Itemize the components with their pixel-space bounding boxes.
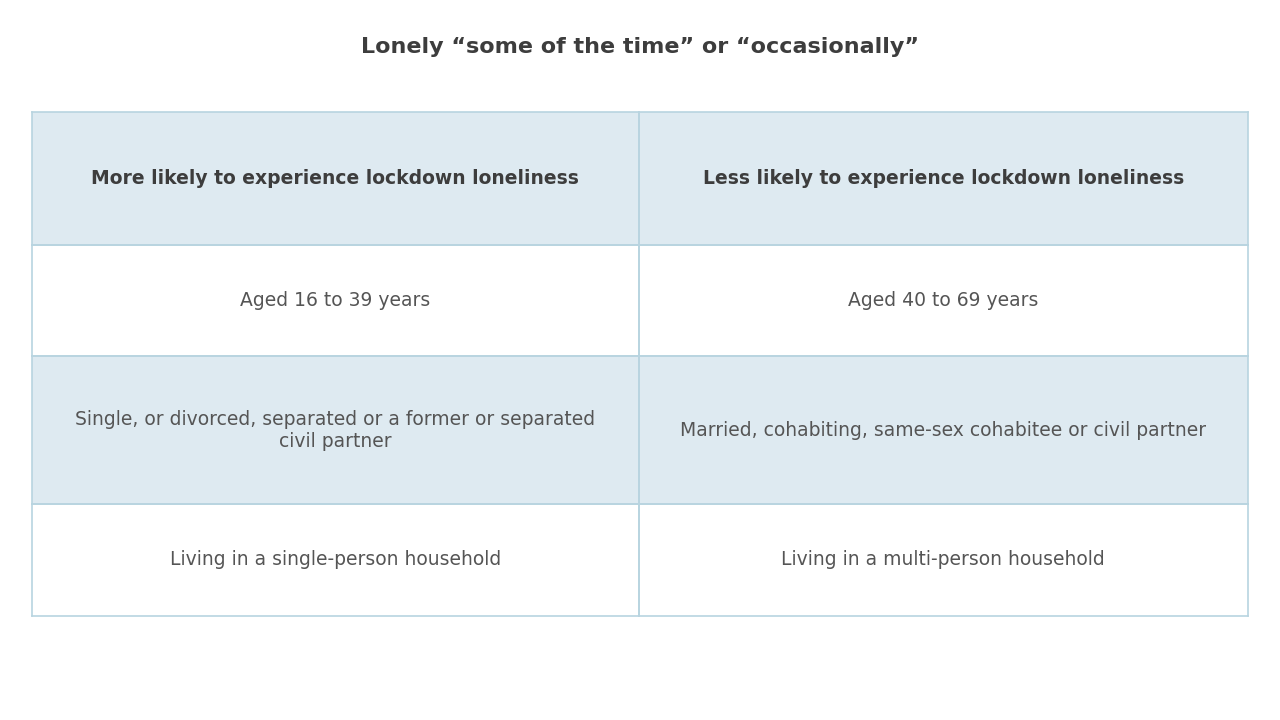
- Text: Single, or divorced, separated or a former or separated
civil partner: Single, or divorced, separated or a form…: [76, 410, 595, 451]
- Text: Living in a single-person household: Living in a single-person household: [170, 550, 500, 570]
- Bar: [639, 504, 1248, 616]
- Bar: [32, 356, 639, 504]
- Bar: [32, 245, 639, 356]
- Bar: [639, 112, 1248, 245]
- Bar: [639, 356, 1248, 504]
- Text: Living in a multi-person household: Living in a multi-person household: [782, 550, 1105, 570]
- Text: More likely to experience lockdown loneliness: More likely to experience lockdown lonel…: [91, 168, 580, 188]
- Text: Aged 40 to 69 years: Aged 40 to 69 years: [849, 291, 1038, 310]
- Bar: [32, 504, 639, 616]
- Text: Married, cohabiting, same-sex cohabitee or civil partner: Married, cohabiting, same-sex cohabitee …: [680, 420, 1207, 440]
- Bar: [32, 112, 639, 245]
- Text: Lonely “some of the time” or “occasionally”: Lonely “some of the time” or “occasional…: [361, 37, 919, 57]
- Text: Aged 16 to 39 years: Aged 16 to 39 years: [241, 291, 430, 310]
- Bar: [639, 245, 1248, 356]
- Text: Less likely to experience lockdown loneliness: Less likely to experience lockdown lonel…: [703, 168, 1184, 188]
